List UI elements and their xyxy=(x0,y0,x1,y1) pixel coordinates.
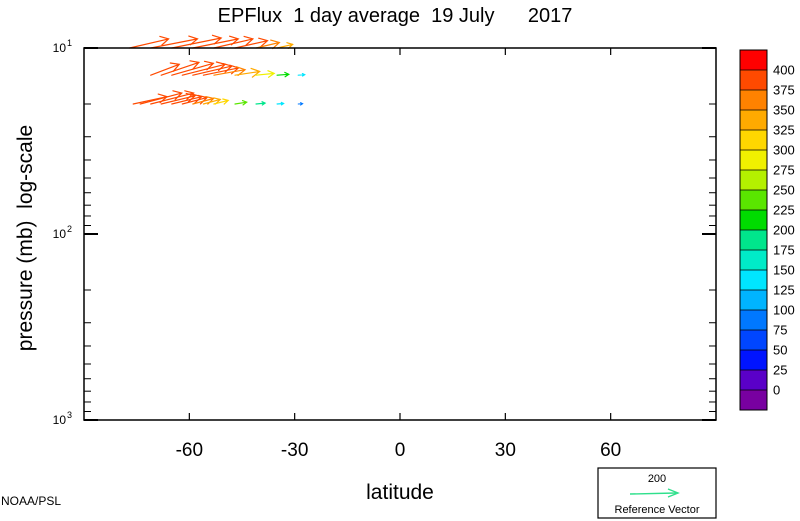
colorbar-swatch xyxy=(740,70,767,91)
x-tick-label: 0 xyxy=(395,440,406,461)
y-tick-exponent: 3 xyxy=(67,410,72,420)
y-tick-label: 10 xyxy=(53,227,67,241)
x-axis-label: latitude xyxy=(366,481,434,504)
colorbar-swatch xyxy=(740,350,767,371)
flux-vector xyxy=(276,101,285,106)
y-axis-label: pressure (mb) log-scale xyxy=(14,125,37,351)
colorbar-label: 100 xyxy=(773,303,795,318)
colorbar-swatch xyxy=(740,210,767,231)
colorbar-label: 375 xyxy=(773,83,795,98)
flux-vector xyxy=(255,101,267,106)
flux-vector xyxy=(213,66,247,76)
x-tick-label: -30 xyxy=(281,440,308,461)
colorbar-swatch xyxy=(740,250,767,271)
y-tick-exponent: 2 xyxy=(67,224,72,234)
flux-vector xyxy=(160,60,201,76)
colorbar-label: 275 xyxy=(773,163,795,178)
colorbar-label: 75 xyxy=(773,323,787,338)
colorbar-label: 50 xyxy=(773,343,787,358)
reference-vector-box: 200 Reference Vector xyxy=(597,467,717,519)
flux-vector xyxy=(213,35,255,49)
colorbar-label: 250 xyxy=(773,183,795,198)
colorbar-swatch xyxy=(740,390,767,411)
flux-vector xyxy=(171,60,215,76)
colorbar-label: 300 xyxy=(773,143,795,158)
flux-vector xyxy=(150,35,199,49)
colorbar-label: 175 xyxy=(773,243,795,258)
flux-vector xyxy=(234,100,248,106)
reference-vector-arrow xyxy=(629,492,677,495)
colorbar-label: 125 xyxy=(773,283,795,298)
flux-vector xyxy=(129,35,170,49)
colorbar-swatch xyxy=(740,170,767,191)
colorbar-swatch xyxy=(740,270,767,291)
flux-vector xyxy=(255,39,281,50)
reference-vector-label: Reference Vector xyxy=(615,504,700,516)
flux-vector xyxy=(171,34,223,49)
flux-vector xyxy=(234,67,261,78)
y-tick-label: 10 xyxy=(53,41,67,55)
colorbar-label: 150 xyxy=(773,263,795,278)
flux-vector xyxy=(276,71,291,78)
colorbar: 4003753503253002752502252001751501251007… xyxy=(739,49,795,411)
chart-title: EPFlux 1 day average 19 July 2017 xyxy=(218,5,573,27)
colorbar-label: 325 xyxy=(773,123,795,138)
flux-vector xyxy=(213,98,230,105)
flux-vector xyxy=(132,93,169,105)
colorbar-label: 225 xyxy=(773,203,795,218)
colorbar-swatch xyxy=(740,90,767,111)
colorbar-swatch xyxy=(740,130,767,151)
colorbar-swatch xyxy=(740,290,767,311)
colorbar-swatch xyxy=(740,330,767,351)
flux-vector xyxy=(150,62,181,76)
colorbar-swatch xyxy=(740,50,767,71)
x-axis: -60 -30 0 30 60 xyxy=(176,48,621,461)
colorbar-label: 25 xyxy=(773,363,787,378)
colorbar-swatch xyxy=(740,230,767,251)
y-tick-label: 10 xyxy=(53,413,67,427)
x-tick-label: 30 xyxy=(495,440,516,461)
vector-field xyxy=(129,34,306,106)
y-tick-exponent: 1 xyxy=(67,38,72,48)
reference-vector-value: 200 xyxy=(648,473,666,485)
colorbar-swatch xyxy=(740,190,767,211)
colorbar-swatch xyxy=(740,370,767,391)
colorbar-swatch xyxy=(740,110,767,131)
colorbar-swatch xyxy=(740,150,767,171)
colorbar-label: 350 xyxy=(773,103,795,118)
colorbar-label: 0 xyxy=(773,383,780,398)
plot-frame xyxy=(83,47,717,421)
colorbar-label: 200 xyxy=(773,223,795,238)
x-tick-label: 60 xyxy=(600,440,621,461)
flux-vector xyxy=(255,70,276,78)
flux-vector xyxy=(297,73,306,77)
reference-vector-arrowhead xyxy=(667,488,680,498)
colorbar-swatch xyxy=(740,310,767,331)
flux-vector xyxy=(234,37,269,49)
x-tick-label: -60 xyxy=(176,440,203,461)
flux-vector xyxy=(297,102,304,106)
credit-label: NOAA/PSL xyxy=(1,494,61,508)
flux-vector xyxy=(202,97,222,105)
colorbar-label: 400 xyxy=(773,63,795,78)
